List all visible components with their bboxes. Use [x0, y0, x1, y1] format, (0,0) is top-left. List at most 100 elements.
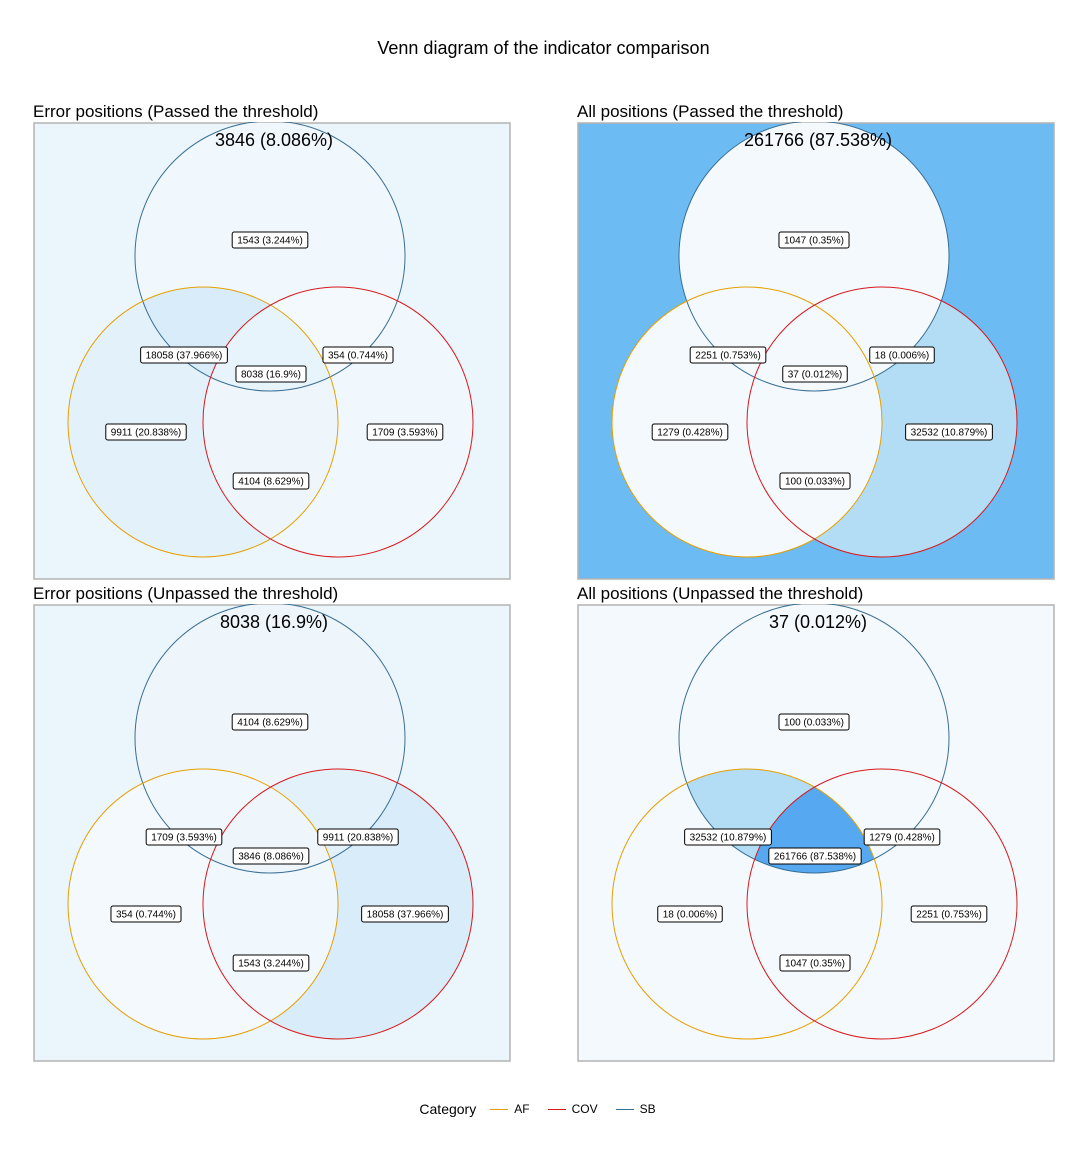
- region-label-sb-only: 100 (0.033%): [778, 713, 850, 731]
- region-label-sb-cov: 18 (0.006%): [869, 346, 935, 364]
- legend-item-af: AF: [490, 1102, 530, 1116]
- region-label-all: 37 (0.012%): [782, 365, 848, 383]
- region-label-sb-only: 1543 (3.244%): [231, 231, 309, 249]
- region-label-sb-cov: 9911 (20.838%): [317, 828, 399, 846]
- outside-count-label: 261766 (87.538%): [744, 130, 892, 150]
- region-label-box: [689, 346, 767, 364]
- region-label-text: 354 (0.744%): [116, 910, 176, 921]
- region-label-box: [232, 954, 310, 972]
- region-label-text: 261766 (87.538%): [774, 852, 856, 863]
- region-label-text: 18058 (37.966%): [146, 351, 223, 362]
- panel-title: Error positions (Unpassed the threshold): [33, 584, 339, 603]
- region-label-text: 1047 (0.35%): [785, 959, 845, 970]
- region-label-text: 100 (0.033%): [784, 718, 844, 729]
- region-label-text: 3846 (8.086%): [238, 852, 304, 863]
- region-label-box: [317, 828, 399, 846]
- venn-diagram: 3846 (8.086%) 1543 (3.244%) 18058 (37.966%…: [33, 122, 511, 580]
- outside-count-label: 8038 (16.9%): [220, 612, 328, 632]
- venn-circle-af: [67, 768, 339, 1040]
- region-label-box: [105, 423, 187, 441]
- legend-item-sb: SB: [615, 1102, 656, 1116]
- region-label-af-cov: 1047 (0.35%): [779, 954, 851, 972]
- region-label-text: 2251 (0.753%): [916, 910, 982, 921]
- region-label-box: [651, 423, 729, 441]
- region-label-box: [232, 847, 310, 865]
- region-label-box: [779, 954, 851, 972]
- region-label-af-sb: 18058 (37.966%): [140, 346, 228, 364]
- region-label-text: 9911 (20.838%): [111, 428, 181, 439]
- region-label-af-cov: 4104 (8.629%): [232, 472, 310, 490]
- region-label-text: 1543 (3.244%): [237, 236, 303, 247]
- venn-diagram: 261766 (87.538%) 1047 (0.35%) 2251 (0.753%…: [577, 122, 1055, 580]
- region-label-text: 4104 (8.629%): [237, 718, 303, 729]
- region-label-box: [779, 472, 851, 490]
- region-label-box: [110, 905, 182, 923]
- region-label-box: [684, 828, 772, 846]
- venn-circle-sb: [134, 122, 406, 392]
- region-label-af-sb: 1709 (3.593%): [145, 828, 223, 846]
- region-label-box: [361, 905, 449, 923]
- legend-item-cov: COV: [547, 1102, 598, 1116]
- venn-circle-af: [611, 286, 883, 558]
- region-label-af-only: 9911 (20.838%): [105, 423, 187, 441]
- region-label-text: 9911 (20.838%): [323, 833, 393, 844]
- region-label-cov-only: 2251 (0.753%): [910, 905, 988, 923]
- venn-circle-af: [611, 768, 883, 1040]
- region-label-af-sb: 32532 (10.879%): [684, 828, 772, 846]
- legend: Category AF COV SB: [0, 1101, 1087, 1121]
- panel-title: All positions (Passed the threshold): [577, 102, 844, 121]
- region-label-box: [145, 828, 223, 846]
- region-label-af-cov: 1543 (3.244%): [232, 954, 310, 972]
- region-label-text: 37 (0.012%): [788, 370, 842, 381]
- region-label-text: 1543 (3.244%): [238, 959, 304, 970]
- region-label-text: 354 (0.744%): [328, 351, 388, 362]
- outside-count-label: 3846 (8.086%): [215, 130, 333, 150]
- region-label-text: 100 (0.033%): [785, 477, 845, 488]
- legend-key: [615, 1108, 634, 1110]
- region-label-af-only: 354 (0.744%): [110, 905, 182, 923]
- region-label-cov-only: 1709 (3.593%): [366, 423, 444, 441]
- region-label-box: [778, 231, 850, 249]
- region-label-box: [322, 346, 394, 364]
- region-label-af-only: 18 (0.006%): [657, 905, 723, 923]
- venn-circle-cov: [202, 768, 474, 1040]
- region-label-box: [232, 472, 310, 490]
- legend-label: COV: [571, 1102, 598, 1116]
- venn-diagram: 8038 (16.9%) 4104 (8.629%) 1709 (3.593%) 99…: [33, 604, 511, 1062]
- region-label-cov-only: 18058 (37.966%): [361, 905, 449, 923]
- venn-circle-cov: [746, 768, 1018, 1040]
- region-label-text: 18 (0.006%): [875, 351, 929, 362]
- region-label-text: 1047 (0.35%): [784, 236, 844, 247]
- venn-circle-sb: [678, 122, 950, 392]
- region-label-af-only: 1279 (0.428%): [651, 423, 729, 441]
- region-label-sb-only: 4104 (8.629%): [231, 713, 309, 731]
- region-label-box: [231, 231, 309, 249]
- venn-circle-af: [67, 286, 339, 558]
- region-label-box: [366, 423, 444, 441]
- region-label-box: [863, 828, 941, 846]
- legend-label: SB: [639, 1102, 656, 1116]
- venn-circle-sb: [678, 604, 950, 874]
- region-label-box: [768, 847, 862, 865]
- region-label-text: 18 (0.006%): [663, 910, 717, 921]
- region-label-text: 1709 (3.593%): [372, 428, 438, 439]
- region-label-sb-only: 1047 (0.35%): [778, 231, 850, 249]
- region-label-box: [869, 346, 935, 364]
- region-label-text: 4104 (8.629%): [238, 477, 304, 488]
- region-label-box: [905, 423, 993, 441]
- region-label-sb-cov: 1279 (0.428%): [863, 828, 941, 846]
- region-label-box: [235, 365, 307, 383]
- venn-circle-cov: [746, 286, 1018, 558]
- region-label-text: 32532 (10.879%): [911, 428, 988, 439]
- region-label-text: 1709 (3.593%): [151, 833, 217, 844]
- main-title: Venn diagram of the indicator comparison: [377, 38, 710, 58]
- legend-key: [547, 1108, 566, 1110]
- region-label-box: [657, 905, 723, 923]
- region-label-af-cov: 100 (0.033%): [779, 472, 851, 490]
- region-label-text: 8038 (16.9%): [241, 370, 301, 381]
- region-label-box: [782, 365, 848, 383]
- region-label-all: 8038 (16.9%): [235, 365, 307, 383]
- region-label-box: [778, 713, 850, 731]
- panel-title: All positions (Unpassed the threshold): [577, 584, 864, 603]
- region-label-all: 261766 (87.538%): [768, 847, 862, 865]
